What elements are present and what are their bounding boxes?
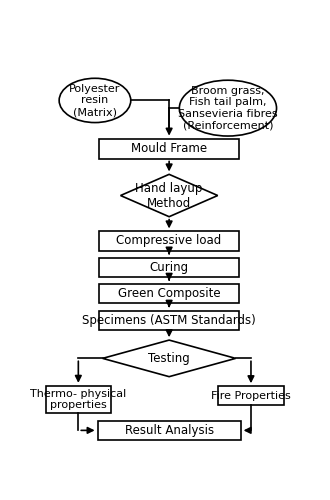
FancyBboxPatch shape [218, 386, 283, 406]
Ellipse shape [180, 80, 277, 136]
FancyBboxPatch shape [99, 138, 240, 158]
FancyBboxPatch shape [46, 386, 111, 413]
Text: Hand layup
Method: Hand layup Method [135, 182, 203, 210]
Ellipse shape [59, 78, 131, 122]
FancyBboxPatch shape [98, 420, 241, 440]
Polygon shape [103, 340, 236, 376]
Text: Broom grass,
Fish tail palm,
Sansevieria fibres
(Reinforcement): Broom grass, Fish tail palm, Sansevieria… [178, 86, 278, 130]
FancyBboxPatch shape [99, 284, 240, 303]
FancyBboxPatch shape [99, 232, 240, 250]
Polygon shape [120, 174, 218, 216]
Text: Green Composite: Green Composite [118, 287, 220, 300]
Text: Mould Frame: Mould Frame [131, 142, 207, 155]
FancyBboxPatch shape [99, 310, 240, 330]
Text: Fire Properties: Fire Properties [211, 390, 291, 400]
Text: Curing: Curing [149, 260, 189, 274]
Text: Result Analysis: Result Analysis [124, 424, 214, 437]
Text: Thermo- physical
properties: Thermo- physical properties [30, 389, 126, 410]
Text: Testing: Testing [148, 352, 190, 365]
FancyBboxPatch shape [99, 258, 240, 277]
Text: Compressive load: Compressive load [116, 234, 222, 248]
Text: Specimens (ASTM Standards): Specimens (ASTM Standards) [82, 314, 256, 327]
Text: Polyester
resin
(Matrix): Polyester resin (Matrix) [69, 84, 121, 117]
